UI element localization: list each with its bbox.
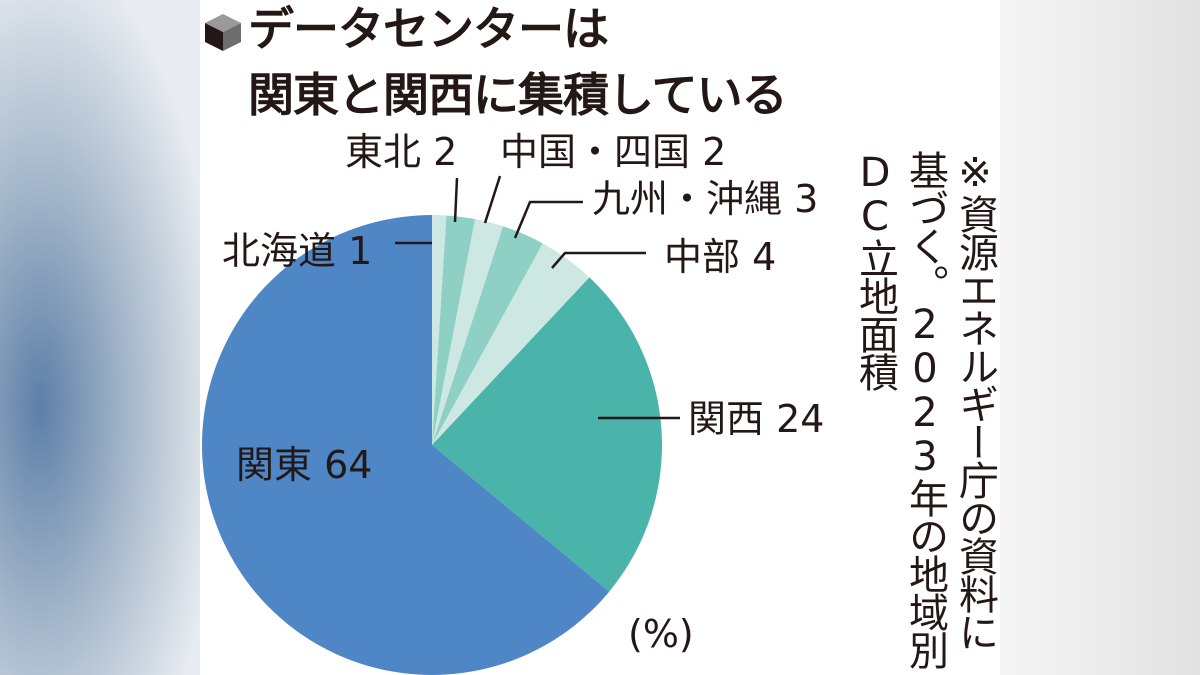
label-kansai: 関西 24 — [688, 397, 825, 441]
background-right — [1000, 0, 1200, 675]
pie-slice-2 — [432, 219, 504, 445]
pie-slice-1 — [432, 215, 476, 445]
unit-label: (%) — [628, 612, 694, 656]
pie-slice-5 — [432, 277, 662, 592]
pie-slice-4 — [432, 243, 590, 445]
leader-line-1 — [453, 177, 459, 223]
chart-title-line2: 関東と関西に集積している — [248, 68, 788, 122]
source-note-line2: 基づく。2023年の地域別 — [902, 150, 948, 668]
pie-slice-6 — [201, 214, 610, 675]
leader-line-4 — [551, 251, 646, 269]
label-kyushu-okinawa: 九州・沖縄 3 — [592, 177, 819, 221]
chart-title-line1: データセンターは — [248, 2, 609, 56]
label-tohoku: 東北 2 — [345, 130, 458, 174]
label-hokkaido: 北海道 1 — [222, 229, 373, 273]
leader-line-2 — [483, 175, 502, 224]
label-chubu: 中部 4 — [664, 235, 777, 279]
pie-slice-0 — [432, 215, 447, 445]
cube-icon — [205, 14, 241, 51]
leader-line-3 — [513, 200, 583, 239]
label-chugoku-shikoku: 中国・四国 2 — [500, 130, 727, 174]
source-note-line3: DC立地面積 — [852, 150, 898, 390]
background-left — [0, 0, 200, 675]
pie-slice-3 — [432, 226, 543, 445]
source-note-line1: ※資源エネルギー庁の資料に — [952, 150, 998, 650]
label-kanto: 関東 64 — [236, 443, 373, 487]
